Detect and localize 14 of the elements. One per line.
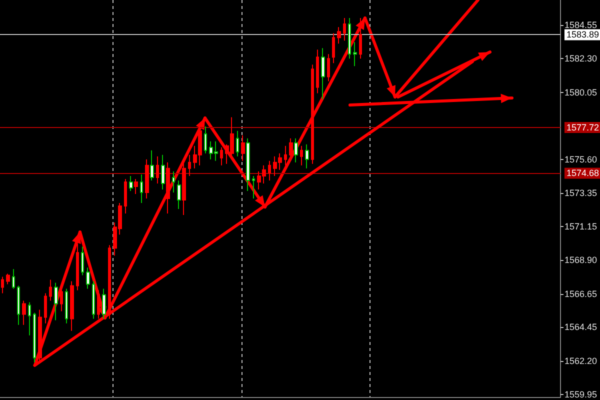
y-tick-label: 1584.55 <box>564 20 598 30</box>
y-tick-label: 1580.05 <box>564 87 598 98</box>
y-tick-label: 1571.15 <box>564 221 598 232</box>
y-tick-label: 1566.65 <box>564 288 598 299</box>
ref-line-label: 1583.89 <box>566 30 600 40</box>
y-tick-label: 1582.30 <box>564 54 598 64</box>
y-tick-label: 1573.35 <box>564 188 598 198</box>
ref-line-label: 1577.72 <box>566 122 600 133</box>
y-tick-label: 1575.60 <box>564 154 598 164</box>
y-tick-label: 1568.90 <box>564 255 598 266</box>
y-tick-label: 1564.45 <box>564 322 598 332</box>
ref-line-label: 1574.68 <box>566 168 600 178</box>
y-tick-label: 1562.20 <box>564 356 598 366</box>
y-tick-label: 1559.95 <box>564 390 598 400</box>
